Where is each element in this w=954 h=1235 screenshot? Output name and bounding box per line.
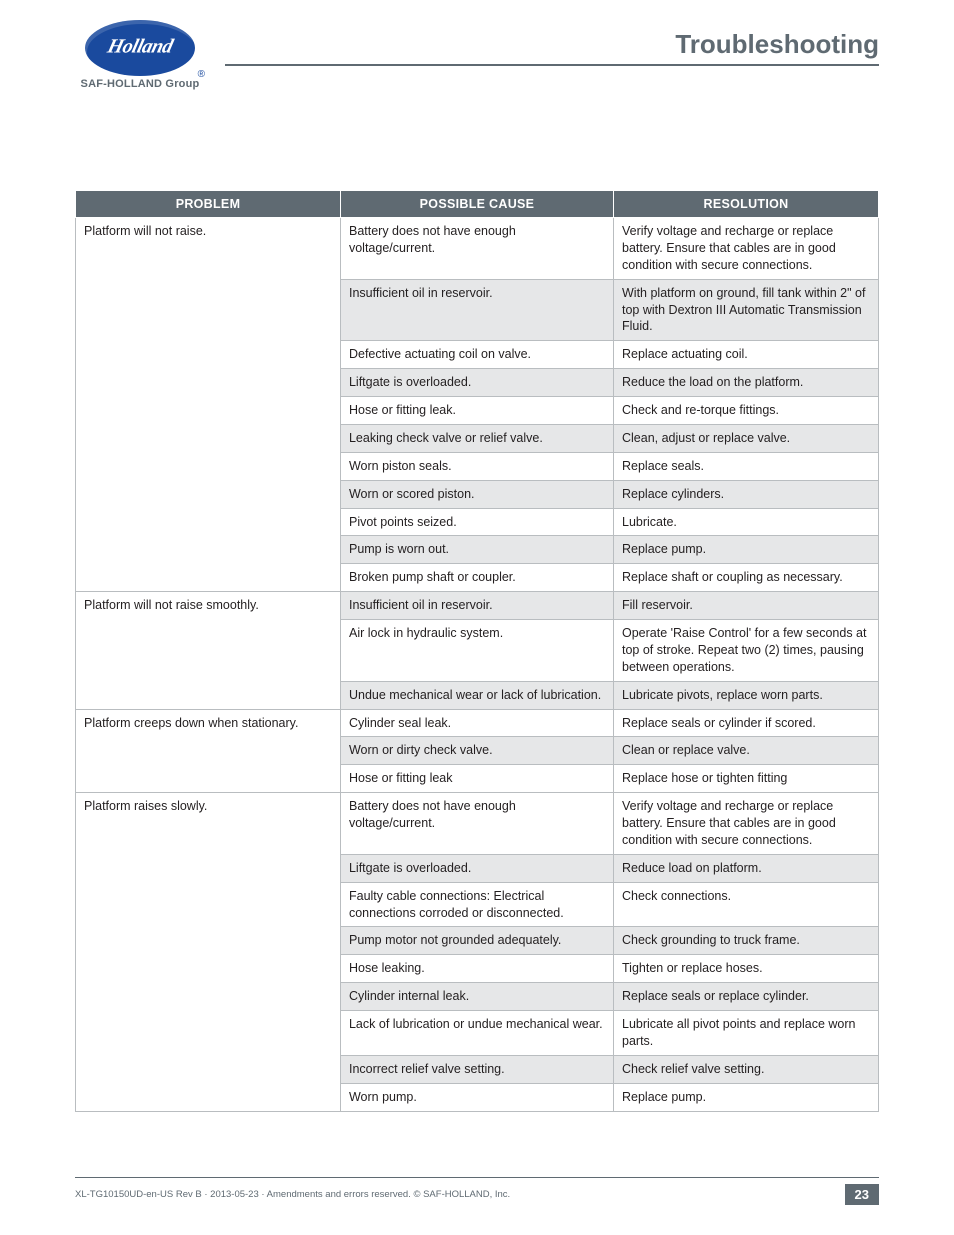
cell-resolution: Replace seals or cylinder if scored. [614,709,879,737]
cell-problem: Platform will not raise smoothly. [76,592,341,709]
cell-cause: Pivot points seized. [340,508,613,536]
cell-cause: Worn piston seals. [340,452,613,480]
cell-resolution: Reduce the load on the platform. [614,369,879,397]
cell-cause: Incorrect relief valve setting. [340,1055,613,1083]
cell-resolution: Check relief valve setting. [614,1055,879,1083]
table-row: Platform will not raise smoothly.Insuffi… [76,592,879,620]
cell-cause: Cylinder internal leak. [340,983,613,1011]
cell-cause: Pump motor not grounded adequately. [340,927,613,955]
cell-cause: Hose or fitting leak. [340,397,613,425]
cell-resolution: Replace actuating coil. [614,341,879,369]
cell-cause: Air lock in hydraulic system. [340,620,613,682]
logo-script-text: Holland [105,35,175,58]
troubleshooting-table: PROBLEM POSSIBLE CAUSE RESOLUTION Platfo… [75,190,879,1112]
page-number-badge: 23 [845,1184,879,1205]
cell-cause: Faulty cable connections: Electrical con… [340,882,613,927]
cell-resolution: Verify voltage and recharge or replace b… [614,218,879,280]
cell-resolution: Lubricate. [614,508,879,536]
page-header: Holland ® SAF-HOLLAND Group Troubleshoot… [75,20,879,90]
cell-resolution: Check and re-torque fittings. [614,397,879,425]
cell-problem: Platform creeps down when stationary. [76,709,341,793]
cell-cause: Defective actuating coil on valve. [340,341,613,369]
table-row: Platform will not raise.Battery does not… [76,218,879,280]
cell-resolution: Tighten or replace hoses. [614,955,879,983]
footer-doc-ref: XL-TG10150UD-en-US Rev B · 2013-05-23 · … [75,1189,510,1200]
col-header-cause: POSSIBLE CAUSE [340,191,613,218]
cell-resolution: Clean or replace valve. [614,737,879,765]
registered-mark-icon: ® [198,69,205,80]
cell-cause: Worn or dirty check valve. [340,737,613,765]
cell-resolution: Check grounding to truck frame. [614,927,879,955]
page-footer: XL-TG10150UD-en-US Rev B · 2013-05-23 · … [75,1177,879,1205]
cell-resolution: Replace hose or tighten fitting [614,765,879,793]
brand-logo: Holland ® SAF-HOLLAND Group [75,20,205,90]
cell-resolution: Replace pump. [614,536,879,564]
cell-resolution: Operate 'Raise Control' for a few second… [614,620,879,682]
cell-cause: Worn pump. [340,1083,613,1111]
title-rule: Troubleshooting [225,29,879,66]
cell-cause: Hose leaking. [340,955,613,983]
cell-resolution: Replace seals. [614,452,879,480]
cell-resolution: Lubricate all pivot points and replace w… [614,1011,879,1056]
cell-cause: Broken pump shaft or coupler. [340,564,613,592]
cell-cause: Undue mechanical wear or lack of lubrica… [340,681,613,709]
cell-cause: Leaking check valve or relief valve. [340,424,613,452]
cell-cause: Lack of lubrication or undue mechanical … [340,1011,613,1056]
cell-cause: Pump is worn out. [340,536,613,564]
cell-resolution: Replace shaft or coupling as necessary. [614,564,879,592]
cell-cause: Battery does not have enough voltage/cur… [340,793,613,855]
cell-resolution: Clean, adjust or replace valve. [614,424,879,452]
cell-cause: Insufficient oil in reservoir. [340,592,613,620]
cell-resolution: Verify voltage and recharge or replace b… [614,793,879,855]
cell-resolution: Replace cylinders. [614,480,879,508]
cell-resolution: Fill reservoir. [614,592,879,620]
page-title: Troubleshooting [675,29,879,59]
cell-problem: Platform will not raise. [76,218,341,592]
cell-cause: Liftgate is overloaded. [340,369,613,397]
table-row: Platform raises slowly.Battery does not … [76,793,879,855]
table-row: Platform creeps down when stationary.Cyl… [76,709,879,737]
cell-cause: Insufficient oil in reservoir. [340,279,613,341]
cell-cause: Worn or scored piston. [340,480,613,508]
col-header-resolution: RESOLUTION [614,191,879,218]
cell-resolution: Check connections. [614,882,879,927]
cell-resolution: Reduce load on platform. [614,854,879,882]
cell-cause: Battery does not have enough voltage/cur… [340,218,613,280]
cell-problem: Platform raises slowly. [76,793,341,1111]
cell-resolution: With platform on ground, fill tank withi… [614,279,879,341]
subbrand-text: SAF-HOLLAND Group [75,78,205,90]
table-body: Platform will not raise.Battery does not… [76,218,879,1112]
cell-cause: Liftgate is overloaded. [340,854,613,882]
cell-resolution: Lubricate pivots, replace worn parts. [614,681,879,709]
cell-cause: Cylinder seal leak. [340,709,613,737]
col-header-problem: PROBLEM [76,191,341,218]
cell-resolution: Replace pump. [614,1083,879,1111]
cell-cause: Hose or fitting leak [340,765,613,793]
cell-resolution: Replace seals or replace cylinder. [614,983,879,1011]
table-header: PROBLEM POSSIBLE CAUSE RESOLUTION [76,191,879,218]
logo-oval: Holland ® [85,20,195,76]
